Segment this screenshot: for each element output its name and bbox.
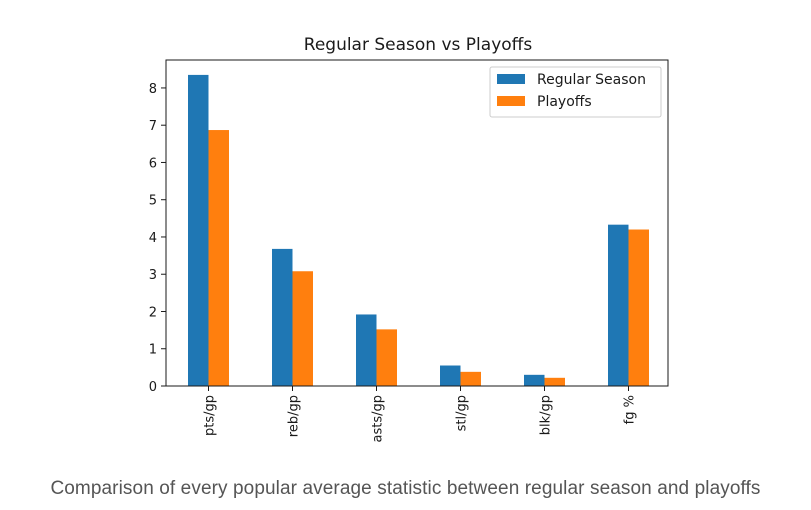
legend: Regular Season Playoffs (489, 66, 662, 118)
y-tick-label: 5 (149, 194, 157, 209)
y-tick-label: 1 (149, 343, 157, 358)
bar-playoffs-stl-gp (460, 371, 481, 386)
chart-title: Regular Season vs Playoffs (304, 35, 533, 55)
x-tick-label-reb-gp: reb/gp (287, 395, 302, 437)
y-axis: 0 1 2 3 4 5 6 7 8 (149, 82, 166, 395)
y-tick-label: 0 (149, 380, 157, 395)
x-tick-label-fg: fg % (623, 395, 638, 424)
plot-frame (165, 59, 669, 387)
legend-swatch-regular-season (497, 74, 525, 84)
figure-caption: Comparison of every popular average stat… (50, 478, 761, 499)
bar-regular-season-blk-gp (524, 374, 545, 386)
bar-playoffs-pts-gp (208, 130, 229, 386)
bar-regular-season-asts-gp (356, 314, 377, 386)
legend-label-regular-season: Regular Season (537, 72, 646, 88)
y-tick-label: 2 (149, 305, 157, 320)
x-tick-label-asts-gp: asts/gp (371, 395, 386, 443)
x-tick-label-pts-gp: pts/gp (203, 395, 218, 436)
x-axis: pts/gp reb/gp asts/gp stl/gp blk/gp fg % (203, 386, 638, 443)
y-tick-label: 3 (149, 268, 157, 283)
y-tick-label: 8 (149, 82, 157, 97)
bar-regular-season-reb-gp (272, 248, 293, 386)
y-tick-label: 6 (149, 156, 157, 171)
bar-playoffs-asts-gp (376, 329, 397, 386)
bar-regular-season-fg (608, 224, 629, 386)
bars-group (188, 74, 649, 386)
legend-label-playoffs: Playoffs (537, 94, 592, 110)
x-tick-label-blk-gp: blk/gp (539, 395, 554, 435)
bar-regular-season-stl-gp (440, 365, 461, 386)
y-tick-label: 4 (149, 231, 157, 246)
legend-box (489, 66, 662, 118)
bar-playoffs-fg (628, 229, 649, 386)
x-tick-label-stl-gp: stl/gp (455, 395, 470, 431)
bar-regular-season-pts-gp (188, 74, 209, 386)
bar-playoffs-reb-gp (292, 271, 313, 386)
legend-swatch-playoffs (497, 96, 525, 106)
chart: Regular Season vs Playoffs 0 1 2 3 4 5 6 7 8 pts… (149, 35, 669, 443)
y-tick-label: 7 (149, 119, 157, 134)
bar-playoffs-blk-gp (544, 377, 565, 386)
